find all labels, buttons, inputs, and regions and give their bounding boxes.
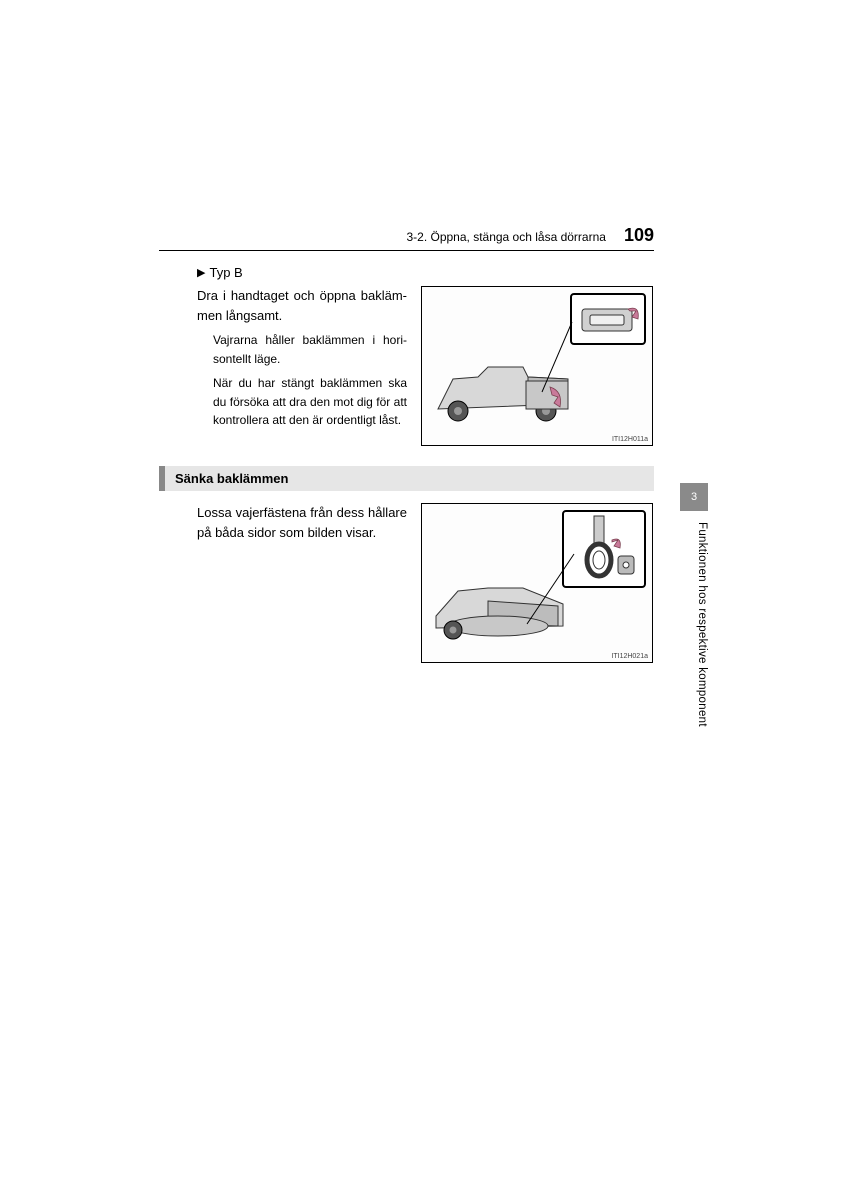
- figure-label-1: ITI12H011a: [612, 436, 648, 443]
- sub-paragraph-1: Vajrarna håller baklämmen i hori­sontell…: [213, 331, 407, 368]
- page-number: 109: [624, 225, 654, 246]
- chapter-number: 3: [691, 491, 697, 503]
- content-block-lower: Lossa vajerfästena från dess hållare på …: [197, 503, 695, 663]
- triangle-icon: ▶: [197, 267, 205, 279]
- callout-line-2: [422, 504, 654, 664]
- type-label: Typ B: [209, 265, 242, 280]
- callout-line-1: [422, 287, 654, 447]
- section-label: 3-2. Öppna, stänga och låsa dörrarna: [406, 230, 605, 244]
- content-block-type-b: Dra i handtaget och öppna bakläm­men lån…: [197, 286, 695, 446]
- chapter-title-vertical: Funktionen hos respektive komponent: [680, 522, 708, 727]
- sub-paragraph-2: När du har stängt baklämmen ska du försö…: [213, 374, 407, 430]
- figure-cable-release: ITI12H021a: [421, 503, 653, 663]
- type-label-row: ▶ Typ B: [197, 265, 695, 280]
- chapter-tab: 3: [680, 483, 708, 511]
- page-content: 3-2. Öppna, stänga och låsa dörrarna 109…: [175, 225, 695, 683]
- main-paragraph-2: Lossa vajerfästena från dess hållare på …: [197, 503, 407, 542]
- figure-tailgate-open: ITI12H011a: [421, 286, 653, 446]
- text-column-2: Lossa vajerfästena från dess hållare på …: [197, 503, 407, 663]
- main-paragraph-1: Dra i handtaget och öppna bakläm­men lån…: [197, 286, 407, 325]
- section-heading-text: Sänka baklämmen: [175, 471, 288, 486]
- section-heading-bar: Sänka baklämmen: [159, 466, 654, 491]
- text-column-1: Dra i handtaget och öppna bakläm­men lån…: [197, 286, 407, 446]
- page-header: 3-2. Öppna, stänga och låsa dörrarna 109: [159, 225, 654, 251]
- figure-label-2: ITI12H021a: [611, 653, 648, 660]
